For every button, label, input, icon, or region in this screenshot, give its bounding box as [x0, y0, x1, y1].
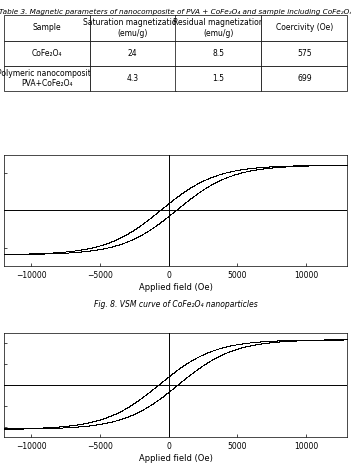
Text: Table 3. Magnetic parameters of nanocomposite of PVA + CoFe₂O₄ and sample includ: Table 3. Magnetic parameters of nanocomp… — [0, 9, 351, 15]
X-axis label: Applied field (Oe): Applied field (Oe) — [139, 283, 212, 292]
Text: Fig. 8. VSM curve of CoFe₂O₄ nanoparticles: Fig. 8. VSM curve of CoFe₂O₄ nanoparticl… — [94, 300, 257, 309]
X-axis label: Applied field (Oe): Applied field (Oe) — [139, 454, 212, 463]
